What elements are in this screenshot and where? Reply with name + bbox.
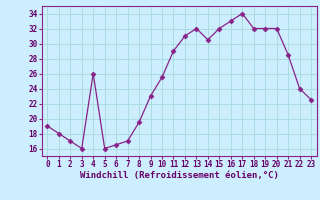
X-axis label: Windchill (Refroidissement éolien,°C): Windchill (Refroidissement éolien,°C) <box>80 171 279 180</box>
